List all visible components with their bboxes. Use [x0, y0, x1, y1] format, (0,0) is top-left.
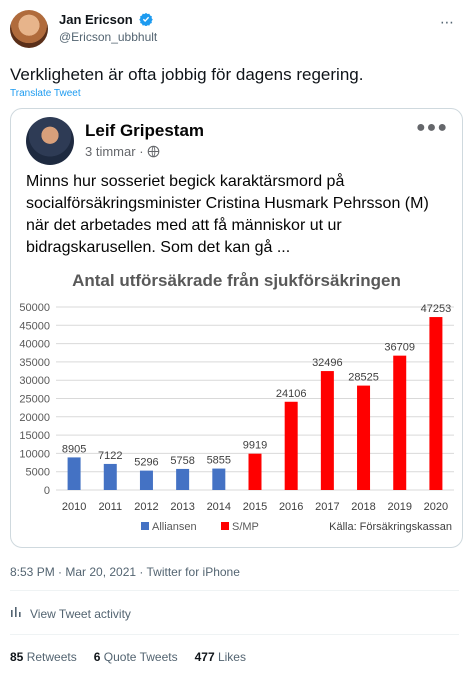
legend-label: Alliansen [152, 521, 197, 533]
data-label: 9919 [243, 440, 267, 452]
data-label: 5296 [134, 457, 158, 469]
y-tick-label: 35000 [19, 357, 50, 369]
x-tick-label: 2013 [170, 501, 194, 513]
y-tick-label: 15000 [19, 430, 50, 442]
x-tick-label: 2014 [207, 501, 231, 513]
y-tick-label: 30000 [19, 375, 50, 387]
globe-icon [147, 145, 160, 161]
x-tick-label: 2018 [351, 501, 375, 513]
view-tweet-activity-label[interactable]: View Tweet activity [30, 606, 131, 621]
verified-badge-icon [139, 12, 154, 29]
bar-chart: Antal utförsäkrade från sjukförsäkringen… [11, 264, 462, 547]
bar [103, 463, 117, 490]
x-tick-label: 2020 [424, 501, 448, 513]
view-tweet-activity[interactable]: View Tweet activity [10, 606, 131, 621]
retweets-count: 85 [10, 650, 24, 664]
x-tick-label: 2016 [279, 501, 303, 513]
y-tick-label: 25000 [19, 394, 50, 406]
more-dots-icon[interactable]: ⋯ [440, 14, 455, 30]
retweets-stat[interactable]: 85 Retweets [10, 650, 77, 664]
author-handle[interactable]: @Ericson_ubbhult [59, 30, 158, 44]
tweet-timestamp[interactable]: 8:53 PM · Mar 20, 2021 · Twitter for iPh… [10, 565, 240, 579]
y-tick-label: 40000 [19, 339, 50, 351]
bar [357, 385, 371, 490]
chart-title: Antal utförsäkrade från sjukförsäkringen [72, 271, 401, 290]
data-label: 5758 [170, 455, 194, 467]
likes-stat[interactable]: 477 Likes [195, 650, 246, 664]
author-name[interactable]: Jan Ericson [59, 12, 133, 27]
x-tick-label: 2019 [387, 501, 411, 513]
bar-chart-icon [10, 606, 22, 621]
x-tick-label: 2010 [62, 501, 86, 513]
data-label: 32496 [312, 357, 343, 369]
y-tick-label: 5000 [26, 467, 50, 479]
data-label: 24106 [276, 388, 307, 400]
bar [393, 355, 407, 490]
legend-swatch [141, 522, 149, 530]
author-name-row[interactable]: Jan Ericson [59, 12, 154, 29]
bar [139, 470, 153, 490]
divider [10, 590, 459, 591]
embedded-author-avatar [26, 117, 74, 165]
legend-swatch [221, 522, 229, 530]
bar [320, 371, 334, 490]
embedded-image-card[interactable]: Leif Gripestam 3 timmar · ●●● Minns hur … [10, 108, 463, 548]
x-tick-label: 2015 [243, 501, 267, 513]
bar [67, 457, 81, 490]
x-tick-label: 2012 [134, 501, 158, 513]
embedded-more-dots-icon: ●●● [416, 119, 448, 136]
embedded-post-meta: 3 timmar · [85, 144, 160, 161]
data-label: 7122 [98, 450, 122, 462]
chart-source: Källa: Försäkringskassan [329, 521, 452, 533]
retweets-label: Retweets [26, 650, 77, 664]
data-label: 47253 [421, 303, 452, 315]
data-label: 36709 [384, 342, 415, 354]
tweet-stats: 85 Retweets 6 Quote Tweets 477 Likes [10, 650, 246, 664]
y-tick-label: 0 [44, 485, 50, 497]
bar [429, 317, 443, 490]
data-label: 8905 [62, 443, 86, 455]
divider [10, 634, 459, 635]
chart-svg: 0 5000 10000 15000 20000 25000 30000 35000 40000… [19, 302, 454, 533]
bar [284, 401, 298, 490]
y-tick-label: 20000 [19, 412, 50, 424]
translate-tweet-link[interactable]: Translate Tweet [10, 88, 81, 99]
bar [176, 468, 190, 490]
embedded-post-text: Minns hur sosseriet begick karaktärsmord… [26, 173, 429, 256]
x-tick-label: 2011 [98, 501, 122, 513]
quote-tweets-count: 6 [93, 650, 101, 664]
bar [212, 468, 226, 490]
author-avatar[interactable] [10, 10, 48, 48]
quote-tweets-stat[interactable]: 6 Quote Tweets [94, 650, 178, 664]
bar [248, 453, 262, 490]
likes-count: 477 [194, 650, 215, 664]
legend-label: S/MP [232, 521, 259, 533]
tweet-text: Verkligheten är ofta jobbig för dagens r… [10, 65, 364, 84]
meta-separator: · [139, 144, 148, 159]
x-tick-label: 2017 [315, 501, 339, 513]
likes-label: Likes [217, 650, 246, 664]
data-label: 28525 [348, 372, 379, 384]
y-tick-label: 45000 [19, 320, 50, 332]
y-tick-label: 10000 [19, 448, 50, 460]
embedded-author-name: Leif Gripestam [85, 121, 205, 140]
y-tick-label: 50000 [19, 302, 50, 314]
quote-tweets-label: Quote Tweets [103, 650, 178, 664]
embedded-post-time: 3 timmar [85, 144, 136, 159]
data-label: 5855 [207, 455, 231, 467]
